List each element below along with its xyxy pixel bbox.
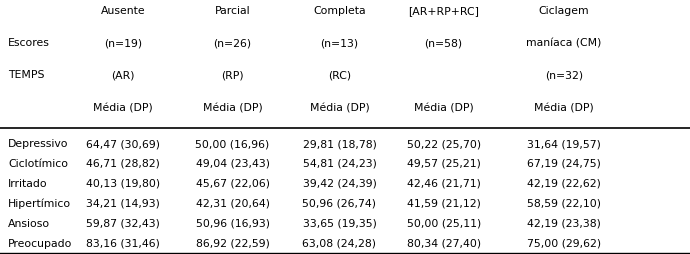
Text: (RC): (RC)	[328, 70, 351, 80]
Text: 64,47 (30,69): 64,47 (30,69)	[86, 138, 160, 149]
Text: (n=19): (n=19)	[104, 38, 142, 48]
Text: 49,57 (25,21): 49,57 (25,21)	[406, 158, 481, 168]
Text: (n=13): (n=13)	[320, 38, 359, 48]
Text: 42,19 (22,62): 42,19 (22,62)	[526, 178, 601, 188]
Text: Ausente: Ausente	[101, 6, 145, 17]
Text: 50,22 (25,70): 50,22 (25,70)	[406, 138, 481, 149]
Text: Preocupado: Preocupado	[8, 237, 72, 248]
Text: 75,00 (29,62): 75,00 (29,62)	[526, 237, 601, 248]
Text: Ciclagem: Ciclagem	[538, 6, 589, 17]
Text: 50,96 (16,93): 50,96 (16,93)	[195, 218, 270, 228]
Text: (AR): (AR)	[111, 70, 135, 80]
Text: (n=32): (n=32)	[544, 70, 583, 80]
Text: 42,19 (23,38): 42,19 (23,38)	[526, 218, 601, 228]
Text: Média (DP): Média (DP)	[534, 103, 593, 113]
Text: 34,21 (14,93): 34,21 (14,93)	[86, 198, 160, 208]
Text: Depressivo: Depressivo	[8, 138, 69, 149]
Text: 54,81 (24,23): 54,81 (24,23)	[302, 158, 377, 168]
Text: Completa: Completa	[313, 6, 366, 17]
Text: 80,34 (27,40): 80,34 (27,40)	[406, 237, 481, 248]
Text: (RP): (RP)	[221, 70, 244, 80]
Text: Hipertímico: Hipertímico	[8, 198, 71, 208]
Text: Média (DP): Média (DP)	[203, 103, 262, 113]
Text: 33,65 (19,35): 33,65 (19,35)	[302, 218, 377, 228]
Text: 49,04 (23,43): 49,04 (23,43)	[195, 158, 270, 168]
Text: 46,71 (28,82): 46,71 (28,82)	[86, 158, 160, 168]
Text: Ansioso: Ansioso	[8, 218, 50, 228]
Text: Média (DP): Média (DP)	[93, 103, 152, 113]
Text: Irritado: Irritado	[8, 178, 48, 188]
Text: 50,00 (25,11): 50,00 (25,11)	[406, 218, 481, 228]
Text: 40,13 (19,80): 40,13 (19,80)	[86, 178, 160, 188]
Text: 58,59 (22,10): 58,59 (22,10)	[526, 198, 601, 208]
Text: (n=26): (n=26)	[213, 38, 252, 48]
Text: (n=58): (n=58)	[424, 38, 463, 48]
Text: Ciclotímico: Ciclotímico	[8, 158, 68, 168]
Text: 59,87 (32,43): 59,87 (32,43)	[86, 218, 160, 228]
Text: 86,92 (22,59): 86,92 (22,59)	[195, 237, 270, 248]
Text: 63,08 (24,28): 63,08 (24,28)	[302, 237, 377, 248]
Text: 42,31 (20,64): 42,31 (20,64)	[195, 198, 270, 208]
Text: Parcial: Parcial	[215, 6, 250, 17]
Text: 42,46 (21,71): 42,46 (21,71)	[406, 178, 481, 188]
Text: Escores: Escores	[8, 38, 50, 48]
Text: 50,00 (16,96): 50,00 (16,96)	[195, 138, 270, 149]
Text: 29,81 (18,78): 29,81 (18,78)	[302, 138, 377, 149]
Text: 50,96 (26,74): 50,96 (26,74)	[302, 198, 377, 208]
Text: [AR+RP+RC]: [AR+RP+RC]	[408, 6, 479, 17]
Text: 31,64 (19,57): 31,64 (19,57)	[526, 138, 601, 149]
Text: 41,59 (21,12): 41,59 (21,12)	[406, 198, 481, 208]
Text: 67,19 (24,75): 67,19 (24,75)	[526, 158, 601, 168]
Text: 45,67 (22,06): 45,67 (22,06)	[195, 178, 270, 188]
Text: 39,42 (24,39): 39,42 (24,39)	[302, 178, 377, 188]
Text: Média (DP): Média (DP)	[414, 103, 473, 113]
Text: Média (DP): Média (DP)	[310, 103, 369, 113]
Text: maníaca (CM): maníaca (CM)	[526, 38, 602, 48]
Text: 83,16 (31,46): 83,16 (31,46)	[86, 237, 160, 248]
Text: TEMPS: TEMPS	[8, 70, 45, 80]
